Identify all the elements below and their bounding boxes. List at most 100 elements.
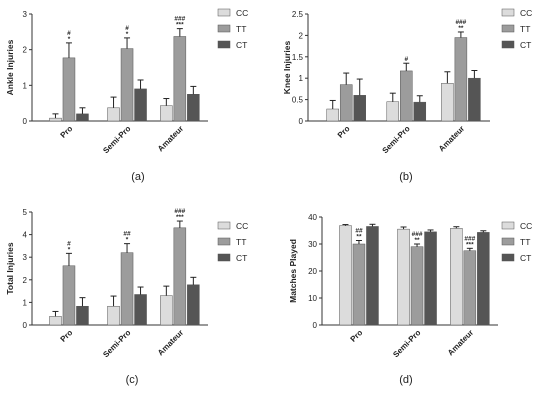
legend-swatch-ct [217,40,231,49]
y-tick-label: 0 [313,321,318,330]
y-tick-label: 3 [23,10,28,19]
y-tick-label: 30 [308,240,317,249]
bar-cc-semipro [386,101,400,122]
bar-ct-semipro [134,88,147,122]
bar-cc-pro [49,117,62,122]
y-tick-label: 2 [299,31,304,40]
panel-b: 0 0.5 1 1.5 2 2.5 Knee Injuries Pro # Semi-Pro ###… [282,8,532,183]
significance-marker: ### [412,231,423,238]
bar-tt-pro [62,57,76,122]
legend-label-tt: TT [520,237,530,247]
bar-ct-pro [76,113,89,122]
bar-tt-amateur [173,227,187,326]
legend-swatch-cc [501,8,515,17]
category-label: Amateur [156,124,185,153]
legend-swatch-tt [217,24,231,33]
bar-cc-amateur [160,105,173,122]
significance-marker: * [68,246,71,253]
category-label: Pro [59,328,75,344]
y-tick-label: 0 [23,117,28,126]
y-tick-label: 2.5 [292,10,304,19]
significance-marker: ### [464,235,475,242]
category-label: Pro [349,328,365,344]
y-tick-label: 40 [308,213,317,222]
legend-label-cc: CC [236,221,248,231]
y-tick-label: 2 [23,276,28,285]
y-tick-label: 0.5 [292,96,304,105]
bar-tt-pro [352,243,366,326]
significance-marker: # [404,56,408,63]
legend-swatch-cc [501,221,515,230]
bar-ct-pro [366,226,379,326]
bar-ct-semipro [134,294,147,326]
significance-marker: ## [123,231,131,238]
bar-tt-pro [62,265,76,326]
legend-label-cc: CC [520,221,532,231]
bar-ct-semipro [424,231,437,326]
category-label: Semi-Pro [391,328,422,359]
bar-tt-amateur [463,250,477,326]
bar-tt-pro [339,84,353,122]
category-label: Amateur [446,328,475,357]
y-tick-label: 1.5 [292,53,304,62]
y-tick-label: 20 [308,267,317,276]
y-axis-label: Ankle Injuries [5,39,15,95]
bar-cc-pro [339,225,352,326]
legend-label-cc: CC [236,8,248,18]
legend-swatch-cc [217,8,231,17]
bar-tt-amateur [454,37,468,122]
panel-label: (d) [399,374,412,386]
legend-swatch-ct [217,253,231,262]
bar-cc-amateur [160,295,173,326]
category-label: Amateur [437,124,466,153]
significance-marker: ### [455,19,466,26]
y-tick-label: 0 [299,117,304,126]
legend-swatch-cc [217,221,231,230]
legend-label-tt: TT [236,24,246,34]
y-tick-label: 4 [23,231,28,240]
y-tick-label: 2 [23,46,28,55]
bar-ct-pro [76,305,89,326]
legend-label-tt: TT [236,237,246,247]
y-tick-label: 0 [23,321,28,330]
bar-ct-amateur [187,94,200,122]
significance-marker: # [125,25,129,32]
significance-marker: *** [176,22,184,29]
legend-label-tt: TT [520,24,530,34]
significance-marker: ** [458,25,464,32]
legend-label-cc: CC [520,8,532,18]
category-label: Amateur [156,328,185,357]
significance-marker: * [68,36,71,43]
y-axis-label: Total Injuries [5,242,15,295]
bar-ct-amateur [468,77,481,122]
bar-ct-amateur [187,284,200,326]
y-tick-label: 3 [23,253,28,262]
legend-swatch-ct [501,40,515,49]
bar-cc-semipro [107,107,120,122]
legend-label-ct: CT [520,253,531,263]
significance-marker: ### [174,208,185,215]
bar-cc-amateur [450,228,463,326]
significance-marker: *** [176,214,184,221]
category-label: Semi-Pro [101,124,132,155]
bar-ct-amateur [477,232,490,326]
significance-marker: ** [356,233,362,240]
legend-swatch-ct [501,253,515,262]
legend-label-ct: CT [236,253,247,263]
legend-swatch-tt [217,237,231,246]
panel-label: (b) [399,171,412,183]
bar-ct-pro [353,95,366,122]
significance-marker: ### [174,16,185,23]
bar-cc-amateur [441,83,454,122]
bar-ct-semipro [413,101,427,122]
category-label: Pro [59,124,75,140]
y-tick-label: 1 [299,74,304,83]
panel-label: (a) [131,171,144,183]
y-tick-label: 1 [23,81,28,90]
significance-marker: # [67,240,71,247]
bar-tt-amateur [173,36,187,122]
bar-cc-pro [326,108,339,122]
